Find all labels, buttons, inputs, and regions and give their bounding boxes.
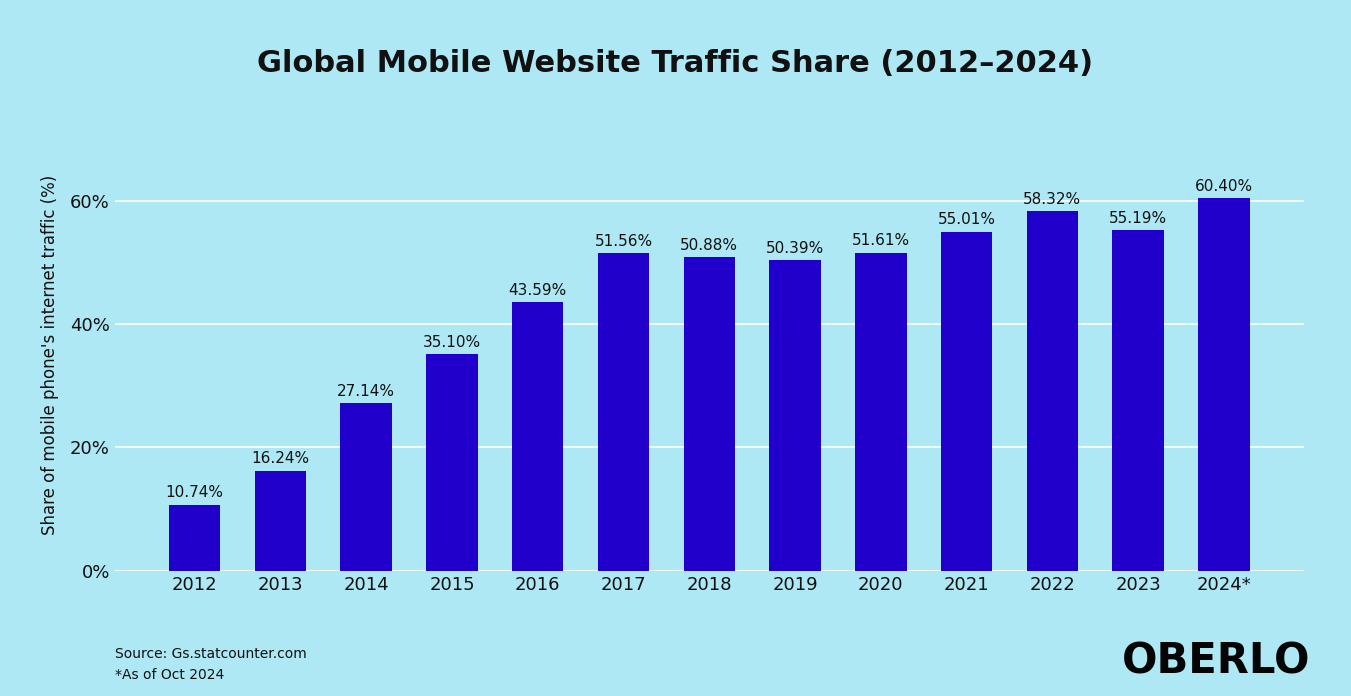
Text: 51.56%: 51.56% — [594, 234, 653, 248]
Text: 58.32%: 58.32% — [1023, 192, 1081, 207]
Text: 43.59%: 43.59% — [508, 283, 567, 298]
Text: 60.40%: 60.40% — [1194, 179, 1252, 194]
Bar — [426, 354, 478, 571]
Y-axis label: Share of mobile phone's internet traffic (%): Share of mobile phone's internet traffic… — [41, 175, 59, 535]
Bar — [597, 253, 650, 571]
Text: 27.14%: 27.14% — [338, 384, 394, 399]
Bar — [512, 302, 563, 571]
Text: 55.19%: 55.19% — [1109, 211, 1167, 226]
Text: 35.10%: 35.10% — [423, 335, 481, 350]
Bar — [340, 404, 392, 571]
Bar — [940, 232, 993, 571]
Bar — [684, 257, 735, 571]
Text: 51.61%: 51.61% — [851, 233, 909, 248]
Text: Global Mobile Website Traffic Share (2012–2024): Global Mobile Website Traffic Share (201… — [258, 49, 1093, 78]
Bar — [1198, 198, 1250, 571]
Text: 50.88%: 50.88% — [681, 238, 738, 253]
Text: OBERLO: OBERLO — [1121, 640, 1310, 682]
Bar — [855, 253, 907, 571]
Bar — [169, 505, 220, 571]
Bar — [254, 470, 307, 571]
Bar — [1112, 230, 1165, 571]
Text: Source: Gs.statcounter.com
*As of Oct 2024: Source: Gs.statcounter.com *As of Oct 20… — [115, 647, 307, 682]
Text: 16.24%: 16.24% — [251, 451, 309, 466]
Text: 50.39%: 50.39% — [766, 241, 824, 255]
Bar — [769, 260, 821, 571]
Text: 55.01%: 55.01% — [938, 212, 996, 228]
Bar — [1027, 211, 1078, 571]
Text: 10.74%: 10.74% — [166, 485, 224, 500]
